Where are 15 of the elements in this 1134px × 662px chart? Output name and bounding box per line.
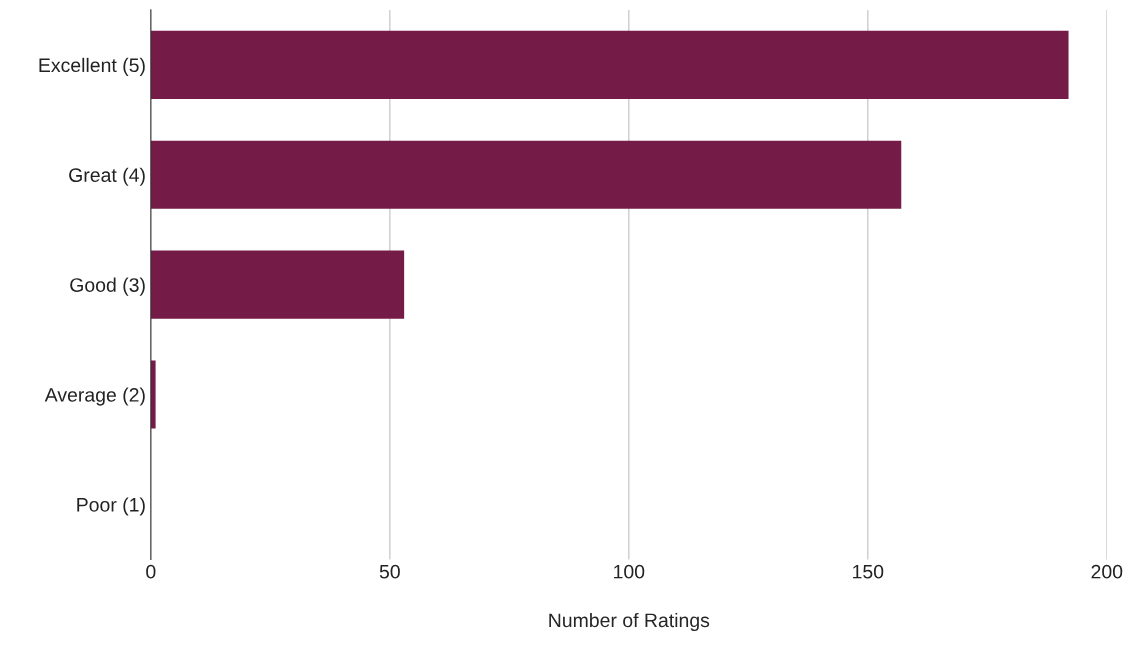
y-tick-label: Good (3) [70,277,145,296]
x-axis-title: Number of Ratings [549,612,710,632]
x-tick-label: 200 [1091,564,1123,579]
y-tick-label: Great (4) [69,167,145,186]
x-tick-label: 100 [614,564,645,579]
x-tick-label: 150 [853,564,884,579]
x-tick-label: 50 [379,564,400,579]
y-tick-label: Poor (1) [77,497,145,516]
bar [150,250,405,319]
bar [150,140,902,209]
y-tick-label: Excellent (5) [39,57,145,76]
y-tick-label: Average (2) [44,387,145,406]
x-tick-label: 0 [146,564,156,579]
bar [150,360,156,429]
bar [150,30,1069,99]
